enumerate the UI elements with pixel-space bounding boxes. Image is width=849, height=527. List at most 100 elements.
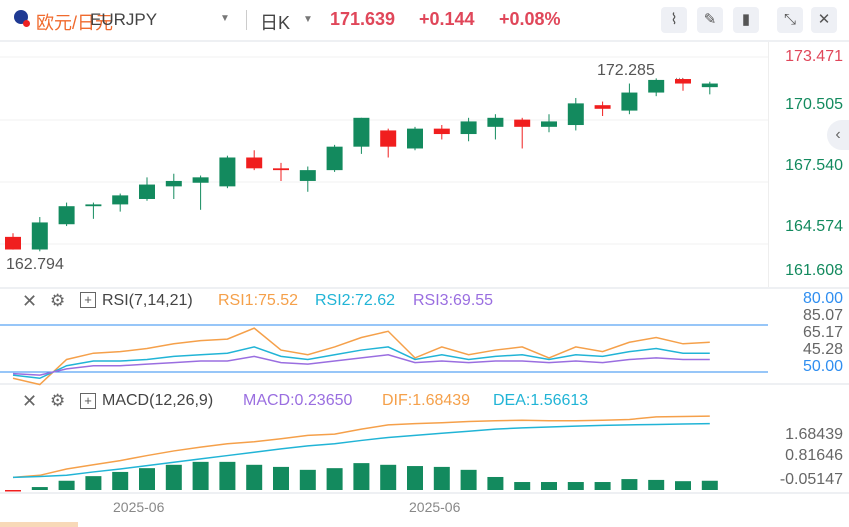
candle-down — [594, 105, 611, 109]
x-axis-label: 2025-06 — [409, 499, 461, 515]
panel-divider — [0, 492, 849, 494]
rsi-axis-label: 50.00 — [802, 358, 843, 375]
macd-bar — [139, 468, 155, 490]
candle-up — [407, 128, 423, 149]
collapse-button[interactable]: ⤡ — [777, 7, 803, 33]
macd-bar — [5, 490, 21, 492]
price-change: +0.144 — [419, 9, 475, 29]
rsi2-line — [12, 346, 710, 380]
candle-down — [433, 128, 450, 135]
period-selector[interactable]: 日K — [260, 13, 291, 33]
macd-bar — [273, 466, 289, 490]
macd-bar — [567, 482, 584, 490]
macd-bar — [648, 479, 665, 490]
macd-bar — [701, 480, 718, 490]
chart-header: 欧元/日元 EURJPY ▼ 日K ▼ 171.639 +0.144 +0.08… — [0, 0, 849, 42]
macd-bar — [621, 479, 638, 490]
symbol-selector[interactable]: EURJPY — [90, 10, 158, 29]
candle-down — [246, 157, 263, 169]
macd-bar — [31, 487, 48, 490]
macd-bar — [58, 480, 75, 490]
chevron-down-icon[interactable]: ▼ — [220, 13, 230, 24]
candle-up — [621, 92, 638, 111]
macd-bar — [246, 464, 263, 490]
settings-icon[interactable]: ⚙ — [50, 291, 66, 310]
rsi2-value: RSI2:72.62 — [315, 292, 396, 309]
price-axis-label: 167.540 — [785, 157, 843, 174]
candle-up — [326, 146, 343, 171]
dea-value: DEA:1.56613 — [493, 392, 589, 409]
timeline-scrollbar[interactable] — [0, 522, 78, 527]
macd-bar — [299, 469, 316, 490]
macd-bar — [380, 464, 397, 490]
candle-up — [112, 195, 129, 205]
panel-divider — [0, 287, 849, 289]
candle-up — [58, 206, 75, 225]
macd-bar — [594, 482, 611, 490]
price-axis-label: 161.608 — [785, 262, 843, 279]
macd-bar — [433, 466, 450, 490]
current-price: 171.639 — [330, 9, 396, 29]
candle-down — [514, 119, 531, 127]
candle-up — [567, 103, 584, 126]
dif-line — [12, 415, 710, 479]
candle-up — [85, 204, 102, 207]
price-change-pct: +0.08% — [499, 9, 561, 29]
candle-up — [460, 121, 477, 135]
rsi-axis-label: 65.17 — [802, 324, 843, 341]
price-axis-label: 164.574 — [785, 218, 843, 235]
candle-up — [31, 222, 48, 250]
candle-up — [541, 121, 557, 127]
add-icon[interactable]: + — [80, 393, 96, 409]
x-axis-label: 2025-06 — [113, 499, 165, 515]
candle-down — [273, 168, 289, 171]
macd-bar — [112, 471, 129, 490]
candle-up — [192, 177, 209, 183]
macd-axis-label: 1.68439 — [785, 426, 843, 443]
rsi-axis-label: 80.00 — [802, 290, 843, 307]
macd-value: MACD:0.23650 — [243, 392, 353, 409]
draw-button[interactable]: ✎ — [697, 7, 723, 33]
candle-up — [299, 170, 316, 181]
flag-dot-icon — [23, 20, 30, 27]
candle-up — [648, 79, 665, 93]
price-axis-label: 170.505 — [785, 96, 843, 113]
rsi3-line — [12, 354, 710, 376]
panel-divider — [0, 383, 849, 385]
close-button[interactable]: ✕ — [811, 7, 837, 33]
candle-type-button[interactable]: ▮ — [733, 7, 759, 33]
high-label: 172.285 — [597, 62, 655, 79]
rsi3-value: RSI3:69.55 — [413, 292, 494, 309]
macd-bar — [675, 481, 691, 490]
candle-up — [219, 157, 236, 187]
add-icon[interactable]: + — [80, 292, 96, 308]
indicator-button[interactable]: ⌇ — [661, 7, 687, 33]
close-rsi-icon[interactable]: ✕ — [22, 291, 38, 311]
macd-bar — [192, 461, 209, 490]
macd-bar — [219, 461, 236, 490]
settings-icon[interactable]: ⚙ — [50, 391, 66, 410]
scroll-left-button[interactable]: ‹ — [827, 120, 849, 150]
candle-up — [165, 180, 182, 187]
candle-down — [380, 130, 397, 147]
rsi1-line — [12, 327, 710, 386]
macd-bar — [514, 482, 531, 490]
divider — [246, 10, 247, 30]
macd-bar — [407, 466, 423, 490]
close-macd-icon[interactable]: ✕ — [22, 391, 38, 411]
macd-bar — [460, 469, 477, 490]
dea-line — [12, 422, 710, 479]
pair-name[interactable]: 欧元/日元 — [36, 13, 114, 33]
macd-axis-label: -0.05147 — [779, 471, 843, 488]
rsi-axis-label: 85.07 — [802, 307, 843, 324]
dif-value: DIF:1.68439 — [382, 392, 471, 409]
candle-up — [701, 83, 718, 88]
chevron-down-icon[interactable]: ▼ — [303, 14, 313, 25]
candle-down — [675, 79, 691, 84]
rsi-axis-label: 45.28 — [802, 341, 843, 358]
candle-up — [353, 117, 370, 147]
macd-bar — [541, 482, 557, 490]
macd-bar — [165, 464, 182, 490]
rsi1-value: RSI1:75.52 — [218, 292, 299, 309]
